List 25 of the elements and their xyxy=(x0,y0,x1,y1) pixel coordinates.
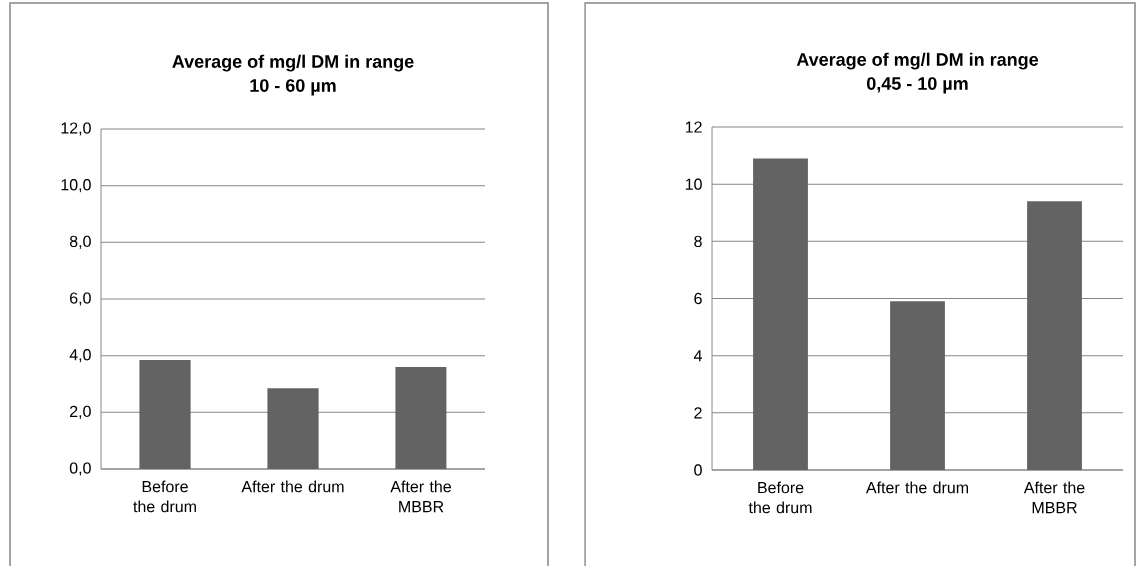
x-tick-label: After the MBBR xyxy=(1023,481,1085,514)
y-tick-label: 12,0 xyxy=(61,122,91,136)
y-tick-label: 8,0 xyxy=(69,235,91,249)
y-tick-label: 0 xyxy=(694,464,702,476)
y-tick-label: 2,0 xyxy=(70,405,91,419)
bar xyxy=(753,158,808,470)
y-tick-label: 6 xyxy=(694,292,702,305)
x-tick-label: Before the drum xyxy=(748,481,812,514)
y-tick-label: 10 xyxy=(685,178,702,190)
y-tick-label: 8 xyxy=(694,235,702,247)
chart-title: Average of mg/l DM in range 0,45 - 10 µm xyxy=(796,52,1039,94)
y-tick-label: 4,0 xyxy=(69,349,91,363)
x-tick-label: Before the drum xyxy=(133,480,196,513)
x-tick-label: After the MBBR xyxy=(390,480,451,513)
bar xyxy=(890,301,945,470)
bar xyxy=(1027,201,1082,470)
y-tick-label: 2 xyxy=(694,407,702,419)
y-tick-label: 4 xyxy=(693,350,702,362)
y-tick-label: 6,0 xyxy=(70,292,91,306)
chart-title: Average of mg/l DM in range 10 - 60 µm xyxy=(172,54,414,96)
y-tick-label: 12 xyxy=(685,121,702,133)
y-tick-label: 0,0 xyxy=(69,462,91,476)
y-tick-label: 10,0 xyxy=(61,179,91,193)
x-tick-label: After the drum xyxy=(241,480,344,493)
x-tick-label: After the drum xyxy=(865,481,968,494)
